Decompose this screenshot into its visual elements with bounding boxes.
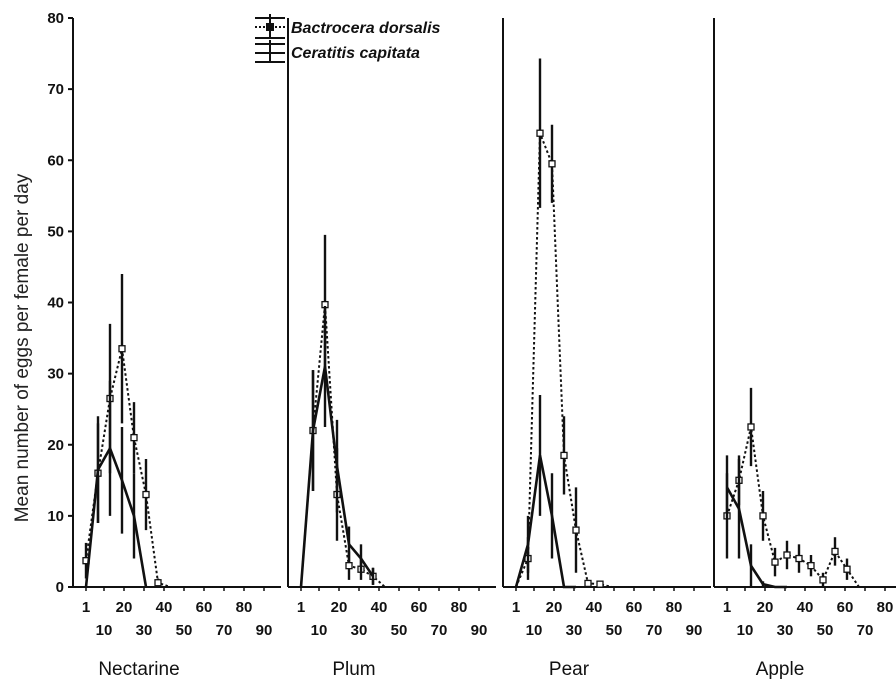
x-tick-label: 50 — [606, 622, 623, 639]
x-tick-label: 40 — [371, 599, 388, 616]
series-line-ceratitis — [725, 486, 787, 589]
data-point — [783, 551, 791, 559]
x-tick-label: 80 — [877, 599, 894, 616]
x-tick-label: 60 — [837, 599, 854, 616]
legend-label-bactrocera: Bactrocera dorsalis — [291, 20, 441, 37]
data-point — [536, 129, 544, 137]
x-tick-label: 50 — [391, 622, 408, 639]
data-point — [795, 554, 803, 563]
legend-label-ceratitis: Ceratitis capitata — [291, 45, 420, 62]
x-tick-label: 50 — [176, 622, 193, 639]
x-tick-label: 40 — [156, 599, 173, 616]
series-line-bactrocera — [85, 348, 254, 588]
x-tick-label: 70 — [431, 622, 448, 639]
x-tick-label: 90 — [471, 622, 488, 639]
series-line-ceratitis — [514, 455, 576, 589]
series-line-bactrocera — [300, 304, 469, 588]
data-point — [819, 576, 827, 584]
x-tick-label: 80 — [451, 599, 468, 616]
x-tick-label: 70 — [857, 622, 874, 639]
x-tick-label: 1 — [723, 599, 731, 616]
x-tick-label: 20 — [757, 599, 774, 616]
x-tick-label: 20 — [331, 599, 348, 616]
x-tick-label: 10 — [737, 622, 754, 639]
y-axis-label: Mean number of eggs per female per day — [12, 173, 33, 522]
data-point — [747, 423, 755, 431]
x-tick-label: 30 — [566, 622, 583, 639]
data-point — [142, 490, 150, 499]
data-point — [118, 345, 126, 353]
panel-nectarine: 1 20 40 60 80 10 30 50 70 90 Nectarine — [72, 18, 281, 680]
x-tick-label: 60 — [196, 599, 213, 616]
x-tick-label: 70 — [646, 622, 663, 639]
x-tick-label: 40 — [797, 599, 814, 616]
y-tick-label: 50 — [47, 223, 64, 240]
panels: 1 20 40 60 80 10 30 50 70 90 Nectarine 1 20 40 60 80 10 3… — [72, 18, 896, 680]
data-point — [807, 562, 815, 570]
y-tick-label: 70 — [47, 81, 64, 98]
data-point — [831, 547, 839, 556]
series-ceratitis — [299, 306, 375, 588]
data-point — [560, 451, 568, 460]
x-tick-label: 70 — [216, 622, 233, 639]
legend-marker-square — [266, 23, 274, 31]
data-point — [572, 526, 580, 534]
x-tick-label: 90 — [256, 622, 273, 639]
legend-entry-ceratitis: Ceratitis capitata — [255, 40, 420, 63]
y-tick-label: 10 — [47, 508, 64, 525]
panel-label: Nectarine — [98, 659, 179, 680]
data-point — [843, 565, 851, 573]
series-line-bactrocera — [515, 132, 684, 588]
x-tick-label: 1 — [297, 599, 305, 616]
y-tick-label: 40 — [47, 295, 64, 312]
x-tick-label: 30 — [351, 622, 368, 639]
x-tick-label: 1 — [512, 599, 520, 616]
y-tick-label: 80 — [47, 10, 64, 27]
panel-label: Apple — [756, 659, 805, 680]
data-point — [584, 579, 592, 588]
y-tick-label: 60 — [47, 152, 64, 169]
series-line-ceratitis — [84, 445, 148, 588]
series-ceratitis — [514, 394, 576, 589]
x-tick-label: 50 — [817, 622, 834, 639]
x-tick-label: 80 — [236, 599, 253, 616]
x-tick-label: 90 — [686, 622, 703, 639]
data-point — [771, 558, 779, 566]
x-tick-label: 10 — [311, 622, 328, 639]
y-tick-label: 20 — [47, 437, 64, 454]
panel-pear: 1 20 40 60 80 10 30 50 70 90 Pear — [502, 18, 711, 680]
x-tick-label: 20 — [546, 599, 563, 616]
panel-label: Plum — [332, 659, 375, 680]
x-tick-label: 1 — [82, 599, 90, 616]
y-tick-label: 30 — [47, 366, 64, 383]
x-tick-label: 10 — [96, 622, 113, 639]
y-tick-label: 0 — [56, 579, 64, 596]
panel-plum: 1 20 40 60 80 10 30 50 70 90 Plum — [287, 18, 496, 680]
legend: Bactrocera dorsalis Ceratitis capitata — [255, 14, 441, 63]
data-point — [596, 580, 604, 588]
x-tick-label: 60 — [411, 599, 428, 616]
x-tick-label: 60 — [626, 599, 643, 616]
x-tick-label: 30 — [777, 622, 794, 639]
x-tick-label: 30 — [136, 622, 153, 639]
x-tick-label: 20 — [116, 599, 133, 616]
series-ceratitis — [725, 455, 787, 589]
x-tick-label: 80 — [666, 599, 683, 616]
data-point — [345, 562, 353, 570]
data-point — [759, 512, 767, 520]
series-ceratitis — [84, 380, 148, 588]
data-point — [548, 160, 556, 168]
x-tick-label: 10 — [526, 622, 543, 639]
data-point — [130, 433, 138, 442]
data-point — [154, 579, 162, 587]
legend-entry-bactrocera: Bactrocera dorsalis — [255, 14, 441, 39]
panel-apple: 1204060801030507090Apple — [713, 18, 896, 680]
x-tick-label: 40 — [586, 599, 603, 616]
y-axis: 0 10 20 30 40 50 60 70 80 — [47, 10, 73, 596]
series-bactrocera — [513, 58, 687, 588]
panel-label: Pear — [549, 659, 590, 680]
